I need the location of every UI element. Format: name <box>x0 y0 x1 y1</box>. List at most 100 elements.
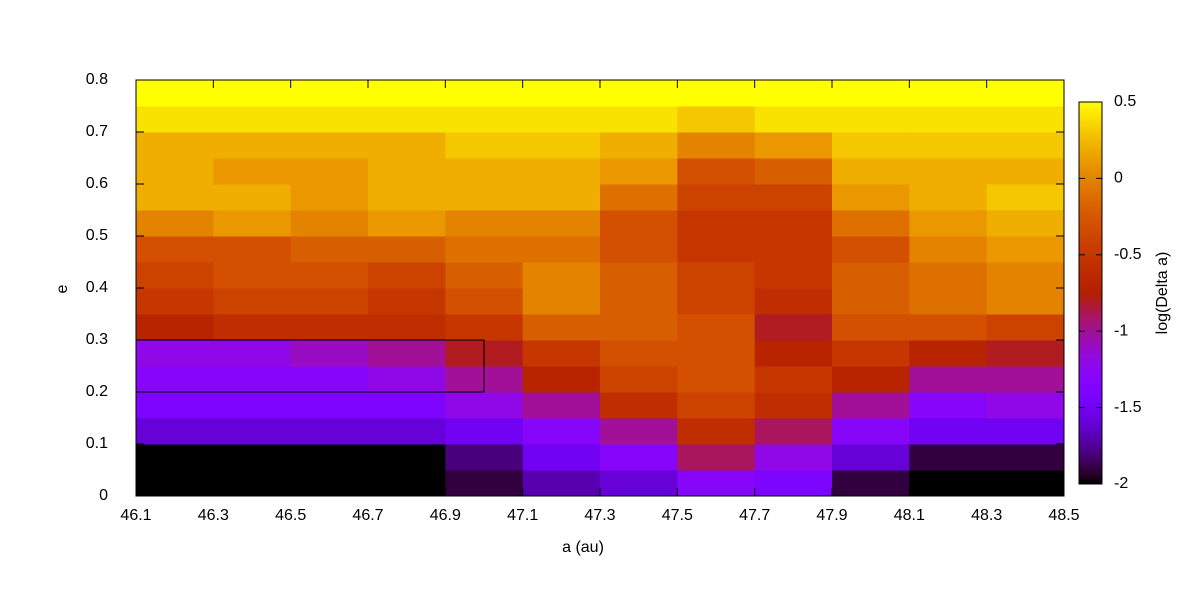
heatmap-cell <box>677 106 756 133</box>
heatmap-cell <box>677 210 756 237</box>
heatmap-cell <box>600 184 678 211</box>
heatmap-cell <box>677 262 756 289</box>
heatmap-cell <box>677 444 756 471</box>
x-tick-label: 47.7 <box>739 507 770 524</box>
heatmap-cell <box>832 392 910 419</box>
heatmap-cell <box>445 314 524 341</box>
heatmap-cell <box>445 132 524 159</box>
heatmap-cell <box>677 418 756 445</box>
heatmap-cell <box>754 366 833 393</box>
heatmap-cell <box>832 444 910 471</box>
heatmap-cell <box>832 470 910 497</box>
heatmap-cell <box>754 132 833 159</box>
heatmap-cell <box>290 418 369 445</box>
heatmap-cell <box>600 444 678 471</box>
heatmap-cell <box>600 210 678 237</box>
heatmap-cell <box>522 314 601 341</box>
colorbar-tick-label: 0 <box>1114 170 1123 187</box>
heatmap-cell <box>832 158 910 185</box>
heatmap-cell <box>368 340 446 367</box>
heatmap-cell <box>290 80 369 107</box>
heatmap-cell <box>986 314 1065 341</box>
heatmap-cell <box>445 158 524 185</box>
heatmap-cell <box>986 158 1065 185</box>
heatmap-cell <box>986 106 1065 133</box>
heatmap-cell <box>445 106 524 133</box>
heatmap-cell <box>909 184 988 211</box>
heatmap-cell <box>213 392 292 419</box>
heatmap-cell <box>290 132 369 159</box>
heatmap-cell <box>368 158 446 185</box>
heatmap-cell <box>986 236 1065 263</box>
heatmap-cell <box>832 262 910 289</box>
heatmap-cell <box>677 184 756 211</box>
heatmap-cell <box>522 340 601 367</box>
heatmap-cell <box>213 80 292 107</box>
heatmap-cell <box>677 392 756 419</box>
heatmap-cell <box>522 80 601 107</box>
x-tick-label: 47.5 <box>662 507 693 524</box>
heatmap-cell <box>290 444 369 471</box>
heatmap-cell <box>600 236 678 263</box>
heatmap-cell <box>213 314 292 341</box>
heatmap-cell <box>754 314 833 341</box>
heatmap-cell <box>213 210 292 237</box>
heatmap-cell <box>368 470 446 497</box>
heatmap-cell <box>368 262 446 289</box>
heatmap-cell <box>909 210 988 237</box>
heatmap-cell <box>213 262 292 289</box>
heatmap-cell <box>136 210 214 237</box>
heatmap-cell <box>677 158 756 185</box>
heatmap-cell <box>832 418 910 445</box>
heatmap-cell <box>600 288 678 315</box>
heatmap-cell <box>677 340 756 367</box>
y-tick-label: 0 <box>99 487 108 504</box>
x-tick-label: 48.5 <box>1048 507 1079 524</box>
heatmap-cell <box>445 184 524 211</box>
heatmap-cell <box>136 314 214 341</box>
x-tick-label: 47.9 <box>816 507 847 524</box>
heatmap-cell <box>600 132 678 159</box>
y-axis-label: e <box>54 284 71 293</box>
colorbar-tick-label: 0.5 <box>1114 93 1136 110</box>
heatmap-cell <box>754 158 833 185</box>
heatmap-cell <box>445 470 524 497</box>
heatmap-cell <box>909 418 988 445</box>
heatmap-cell <box>522 444 601 471</box>
heatmap-cell <box>832 184 910 211</box>
heatmap-cell <box>600 392 678 419</box>
heatmap-cell <box>290 262 369 289</box>
heatmap-cell <box>522 366 601 393</box>
heatmap-cell <box>522 392 601 419</box>
heatmap-cell <box>368 392 446 419</box>
heatmap-cell <box>522 418 601 445</box>
heatmap-cell <box>136 392 214 419</box>
heatmap-cell <box>986 288 1065 315</box>
heatmap-cell <box>445 80 524 107</box>
heatmap-cell <box>522 158 601 185</box>
heatmap-cell <box>986 132 1065 159</box>
heatmap-cell <box>754 236 833 263</box>
y-tick-label: 0.1 <box>86 435 108 452</box>
heatmap-cell <box>136 418 214 445</box>
heatmap-cell <box>368 236 446 263</box>
heatmap-cell <box>136 340 214 367</box>
heatmap-cell <box>445 262 524 289</box>
heatmap-cell <box>600 470 678 497</box>
heatmap-cell <box>909 80 988 107</box>
heatmap-cell <box>832 366 910 393</box>
heatmap-cell <box>832 80 910 107</box>
heatmap-cell <box>290 236 369 263</box>
heatmap-cell <box>909 288 988 315</box>
heatmap-cell <box>522 288 601 315</box>
heatmap-cell <box>522 132 601 159</box>
heatmap-cell <box>986 392 1065 419</box>
heatmap-cell <box>213 444 292 471</box>
heatmap-cell <box>290 210 369 237</box>
heatmap-cell <box>832 106 910 133</box>
heatmap-cell <box>136 366 214 393</box>
heatmap-cell <box>754 340 833 367</box>
heatmap-cell <box>986 470 1065 497</box>
heatmap-cell <box>986 184 1065 211</box>
